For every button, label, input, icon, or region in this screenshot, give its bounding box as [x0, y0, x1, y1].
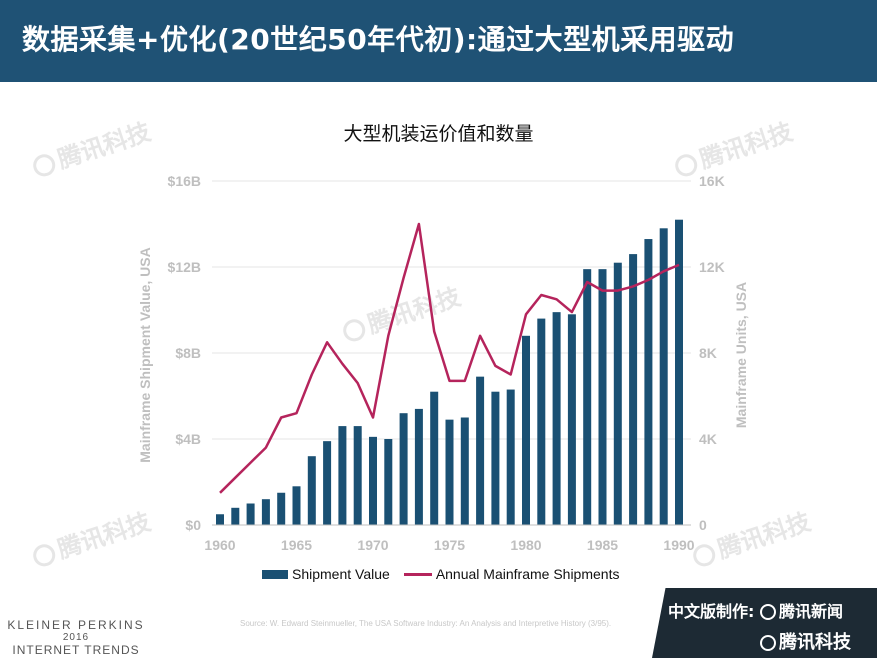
bar	[613, 262, 622, 525]
title-banner: 数据采集+优化(20世纪50年代初):通过大型机采用驱动	[0, 0, 877, 82]
y-left-tick: $0	[185, 517, 201, 533]
producer-label: 中文版制作:	[668, 602, 755, 621]
bar	[261, 499, 270, 525]
bar	[216, 514, 224, 525]
axes: $0 0 $4B 4K $8B 8K $12B 12K $16B 16K 1960 1965 1970 1…	[168, 173, 725, 553]
producer-news: 腾讯新闻	[778, 602, 843, 621]
bar	[307, 456, 316, 525]
tencent-logo-icon	[759, 604, 776, 620]
legend-line-swatch	[403, 572, 432, 576]
bar	[277, 492, 286, 525]
y-right-axis-label: Mainframe Units, USA	[733, 282, 749, 428]
y-left-tick: $8B	[175, 345, 201, 361]
bar	[246, 503, 255, 525]
bar	[522, 335, 530, 525]
legend-item-shipment-value: Shipment Value	[262, 566, 390, 582]
x-tick: 1975	[434, 537, 465, 553]
bar	[460, 417, 469, 525]
source-note: Source: W. Edward Steinmueller, The USA …	[240, 619, 612, 628]
y-left-tick: $12B	[168, 259, 201, 275]
bar	[353, 426, 362, 525]
producer-line1: 中文版制作: 腾讯新闻	[668, 598, 843, 622]
kp-year: 2016	[62, 632, 90, 643]
bar	[629, 254, 638, 525]
chart-title: 大型机装运价值和数量	[343, 123, 534, 145]
legend-bar-swatch	[262, 569, 288, 579]
bar	[231, 507, 240, 525]
bar	[506, 389, 515, 525]
bar	[338, 426, 347, 525]
bar	[369, 436, 377, 525]
grid	[212, 180, 691, 440]
y-right-tick: 8K	[699, 345, 717, 361]
x-tick: 1960	[204, 537, 235, 553]
bar	[323, 441, 332, 525]
bar	[414, 408, 423, 525]
bar	[644, 239, 653, 526]
y-left-axis-label: Mainframe Shipment Value, USA	[137, 247, 153, 463]
kp-name: KLEINER PERKINS	[7, 618, 145, 632]
producer-line2: 腾讯科技	[760, 628, 851, 654]
tencent-logo-icon	[760, 635, 776, 651]
bar	[537, 318, 546, 525]
kp-brand: KLEINER PERKINS 2016 INTERNET TRENDS	[6, 618, 146, 657]
bar	[552, 312, 561, 525]
x-tick: 1985	[587, 537, 618, 553]
x-tick: 1965	[281, 537, 312, 553]
bar	[491, 391, 500, 525]
legend-label: Shipment Value	[292, 566, 390, 582]
x-tick: 1970	[357, 537, 388, 553]
y-right-tick: 0	[699, 517, 707, 533]
x-tick: 1980	[510, 537, 541, 553]
bar	[583, 269, 592, 525]
legend-label: Annual Mainframe Shipments	[435, 566, 620, 582]
y-right-tick: 12K	[699, 259, 725, 275]
x-tick: 1990	[663, 537, 694, 553]
kp-report: INTERNET TRENDS	[12, 643, 140, 657]
bar	[384, 439, 393, 525]
bar	[445, 419, 454, 525]
producer-tech: 腾讯科技	[779, 632, 851, 653]
bar	[399, 413, 408, 525]
bar	[675, 219, 683, 525]
legend: Shipment Value Annual Mainframe Shipment…	[262, 566, 619, 582]
y-left-tick: $4B	[175, 431, 201, 447]
y-right-tick: 16K	[699, 173, 725, 189]
bar	[598, 269, 607, 525]
page-title: 数据采集+优化(20世纪50年代初):通过大型机采用驱动	[22, 23, 735, 56]
bar	[292, 486, 301, 525]
bar	[659, 228, 668, 526]
legend-item-annual-shipments: Annual Mainframe Shipments	[403, 566, 620, 582]
bar	[476, 376, 485, 525]
shipments-line	[219, 222, 680, 494]
bar	[567, 314, 576, 525]
y-right-tick: 4K	[699, 431, 717, 447]
y-left-tick: $16B	[168, 173, 201, 189]
bar	[430, 391, 439, 525]
bar-series	[216, 219, 683, 526]
line-series	[219, 222, 680, 494]
